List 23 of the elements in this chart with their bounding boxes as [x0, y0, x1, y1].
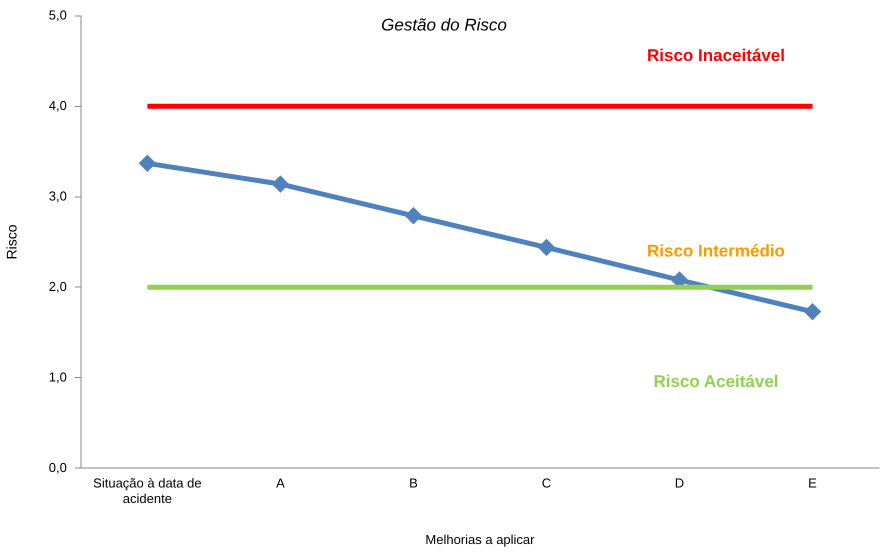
y-axis-title: Risco: [3, 224, 20, 260]
point: [804, 303, 821, 320]
x-tick-label: E: [808, 476, 818, 491]
point: [404, 207, 422, 224]
annotation: Risco Intermédio: [647, 242, 785, 261]
x-tick-label: A: [276, 476, 286, 491]
x-tick-label: B: [409, 476, 418, 491]
y-tick-label: 1,0: [48, 369, 67, 384]
x-tick-label: Situação à data de acidente: [93, 476, 202, 506]
x-axis-title: Melhorias a aplicar: [425, 532, 536, 547]
ref-line-label: Risco Inaceitável: [646, 46, 785, 65]
y-tick-label: 3,0: [48, 188, 67, 204]
point: [272, 176, 289, 193]
x-tick-label: C: [542, 476, 552, 491]
point: [138, 154, 156, 172]
y-tick-label: 2,0: [48, 278, 67, 294]
chart-title: Gestão do Risco: [381, 15, 507, 34]
y-tick-label: 0,0: [48, 460, 67, 475]
x-tick-label: D: [674, 476, 684, 491]
y-tick-label: 5,0: [48, 7, 67, 22]
y-tick-label: 4,0: [48, 98, 67, 113]
ref-line-label: Risco Aceitável: [653, 372, 778, 391]
point: [538, 238, 555, 256]
